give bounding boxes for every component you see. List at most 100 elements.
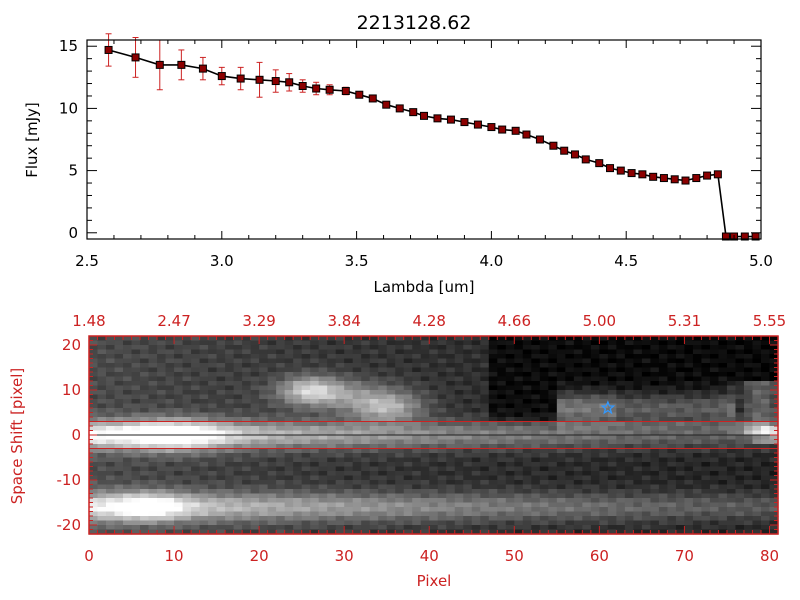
image-pixel bbox=[259, 390, 269, 396]
image-pixel bbox=[565, 381, 575, 387]
image-pixel bbox=[284, 372, 294, 378]
image-pixel bbox=[191, 507, 201, 513]
image-pixel bbox=[250, 376, 260, 382]
image-pixel bbox=[531, 340, 541, 346]
image-pixel bbox=[735, 358, 745, 364]
image-pixel bbox=[539, 462, 549, 468]
image-pixel bbox=[760, 349, 771, 355]
image-pixel bbox=[573, 340, 583, 346]
image-pixel bbox=[488, 498, 498, 504]
image-pixel bbox=[454, 394, 464, 400]
image-pixel bbox=[131, 471, 141, 477]
image-pixel bbox=[140, 511, 150, 517]
image-pixel bbox=[522, 502, 532, 508]
image-pixel bbox=[616, 525, 626, 531]
image-pixel bbox=[420, 507, 430, 513]
image-pixel bbox=[378, 358, 388, 364]
image-pixel bbox=[335, 457, 345, 463]
image-pixel bbox=[233, 385, 243, 391]
image-pixel bbox=[97, 444, 107, 450]
image-pixel bbox=[471, 394, 481, 400]
image-pixel bbox=[114, 385, 124, 391]
image-pixel bbox=[539, 525, 549, 531]
image-pixel bbox=[531, 421, 541, 427]
image-pixel bbox=[412, 502, 422, 508]
image-pixel bbox=[769, 525, 779, 531]
image-pixel bbox=[420, 385, 430, 391]
image-pixel bbox=[463, 439, 473, 445]
image-pixel bbox=[148, 493, 158, 499]
image-pixel bbox=[497, 448, 507, 454]
image-pixel bbox=[412, 421, 422, 427]
image-pixel bbox=[531, 516, 541, 522]
image-pixel bbox=[769, 439, 779, 445]
image-pixel bbox=[182, 444, 192, 450]
image-pixel bbox=[191, 529, 201, 535]
image-pixel bbox=[454, 340, 464, 346]
image-pixel bbox=[208, 489, 218, 495]
image-pixel bbox=[335, 453, 345, 459]
image-pixel bbox=[650, 516, 660, 522]
image-pixel bbox=[259, 493, 269, 499]
image-pixel bbox=[769, 408, 779, 414]
image-pixel bbox=[463, 390, 473, 396]
image-pixel bbox=[352, 498, 362, 504]
image-pixel bbox=[140, 493, 150, 499]
image-pixel bbox=[131, 385, 141, 391]
image-pixel bbox=[718, 336, 728, 342]
image-pixel bbox=[97, 340, 107, 346]
image-pixel bbox=[556, 444, 566, 450]
image-pixel bbox=[565, 412, 575, 418]
image-pixel bbox=[675, 525, 686, 531]
image-pixel bbox=[250, 421, 260, 427]
image-pixel bbox=[582, 448, 592, 454]
image-pixel bbox=[165, 516, 175, 522]
image-pixel bbox=[131, 412, 141, 418]
image-pixel bbox=[743, 408, 754, 414]
image-pixel bbox=[582, 358, 592, 364]
image-pixel bbox=[488, 453, 498, 459]
image-pixel bbox=[616, 412, 626, 418]
image-pixel bbox=[684, 520, 694, 526]
image-pixel bbox=[454, 489, 464, 495]
image-pixel bbox=[97, 390, 107, 396]
image-pixel bbox=[420, 444, 430, 450]
image-pixel bbox=[446, 489, 456, 495]
image-pixel bbox=[633, 529, 643, 535]
image-pixel bbox=[769, 466, 779, 472]
image-pixel bbox=[633, 376, 643, 382]
image-pixel bbox=[752, 439, 762, 445]
image-pixel bbox=[157, 498, 167, 504]
image-pixel bbox=[199, 484, 209, 490]
image-pixel bbox=[709, 367, 720, 373]
image-pixel bbox=[301, 390, 311, 396]
image-pixel bbox=[497, 484, 507, 490]
image-pixel bbox=[726, 367, 737, 373]
image-pixel bbox=[242, 354, 252, 360]
image-pixel bbox=[284, 354, 294, 360]
image-pixel bbox=[718, 385, 728, 391]
image-pixel bbox=[174, 439, 184, 445]
image-pixel bbox=[471, 462, 481, 468]
image-pixel bbox=[89, 399, 99, 405]
image-pixel bbox=[760, 489, 771, 495]
image-pixel bbox=[199, 358, 209, 364]
image-pixel bbox=[505, 435, 515, 441]
image-pixel bbox=[276, 462, 286, 468]
image-pixel bbox=[769, 354, 779, 360]
image-pixel bbox=[352, 367, 362, 373]
image-pixel bbox=[386, 367, 396, 373]
image-pixel bbox=[403, 439, 413, 445]
image-pixel bbox=[607, 498, 617, 504]
image-pixel bbox=[250, 493, 260, 499]
image-pixel bbox=[684, 489, 694, 495]
image-pixel bbox=[395, 417, 405, 423]
image-pixel bbox=[752, 466, 762, 472]
image-pixel bbox=[522, 354, 532, 360]
image-pixel bbox=[225, 426, 235, 432]
image-pixel bbox=[590, 363, 600, 369]
image-pixel bbox=[488, 507, 498, 513]
image-pixel bbox=[97, 448, 107, 454]
image-pixel bbox=[148, 385, 158, 391]
